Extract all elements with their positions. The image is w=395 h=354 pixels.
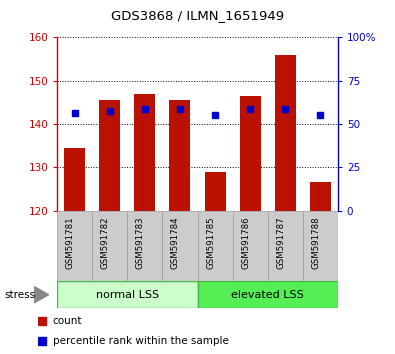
Text: GSM591781: GSM591781 [66, 216, 75, 269]
Bar [92, 211, 127, 281]
Bar [99, 100, 120, 211]
Bar [169, 100, 190, 211]
Bar [198, 281, 338, 308]
Bar [303, 211, 338, 281]
Text: elevated LSS: elevated LSS [231, 290, 304, 300]
Text: GSM591782: GSM591782 [101, 216, 110, 269]
Bar [198, 211, 233, 281]
Bar [310, 182, 331, 211]
Polygon shape [34, 287, 49, 303]
Text: GSM591784: GSM591784 [171, 216, 180, 269]
Bar [127, 211, 162, 281]
Text: normal LSS: normal LSS [96, 290, 159, 300]
Bar [239, 96, 261, 211]
Bar [267, 211, 303, 281]
Bar [162, 211, 198, 281]
Bar [275, 55, 295, 211]
Text: GSM591787: GSM591787 [276, 216, 285, 269]
Text: GSM591785: GSM591785 [206, 216, 215, 269]
Bar [57, 211, 92, 281]
Text: percentile rank within the sample: percentile rank within the sample [53, 336, 228, 346]
Text: GSM591786: GSM591786 [241, 216, 250, 269]
Bar [57, 281, 198, 308]
Text: count: count [53, 316, 82, 326]
Text: GDS3868 / ILMN_1651949: GDS3868 / ILMN_1651949 [111, 10, 284, 22]
Text: GSM591788: GSM591788 [311, 216, 320, 269]
Bar [134, 93, 156, 211]
Bar [205, 172, 226, 211]
Text: GSM591783: GSM591783 [136, 216, 145, 269]
Bar [233, 211, 267, 281]
Text: stress: stress [4, 290, 35, 300]
Bar [64, 148, 85, 211]
